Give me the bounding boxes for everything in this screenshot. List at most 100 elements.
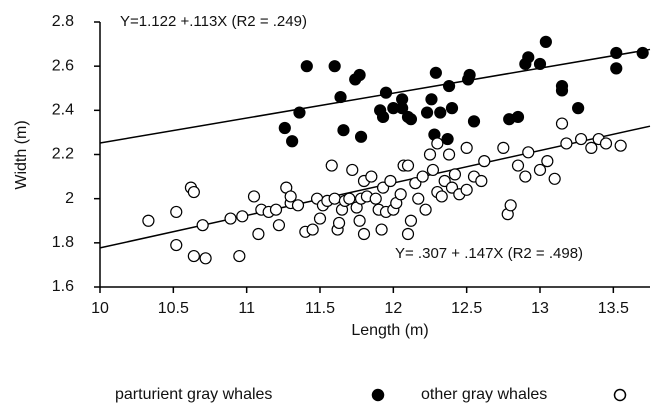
point bbox=[442, 79, 456, 93]
point bbox=[306, 223, 319, 236]
point bbox=[325, 159, 338, 172]
point bbox=[431, 137, 444, 150]
point bbox=[272, 219, 286, 232]
point bbox=[278, 121, 291, 135]
point bbox=[365, 170, 378, 183]
point bbox=[435, 190, 448, 203]
point bbox=[170, 205, 183, 219]
point bbox=[522, 51, 535, 64]
point bbox=[269, 203, 283, 216]
point bbox=[394, 188, 407, 201]
point bbox=[416, 170, 429, 183]
point bbox=[555, 84, 569, 97]
point bbox=[419, 203, 432, 216]
point bbox=[291, 199, 305, 212]
y-tick-label: 2.4 bbox=[52, 102, 74, 119]
point bbox=[401, 159, 415, 172]
point bbox=[142, 214, 155, 227]
point bbox=[610, 62, 623, 75]
point bbox=[379, 86, 393, 99]
point bbox=[236, 210, 249, 223]
point bbox=[425, 93, 438, 106]
point bbox=[442, 148, 456, 161]
point bbox=[199, 252, 212, 265]
point bbox=[426, 163, 440, 177]
point bbox=[636, 46, 649, 60]
x-tick-label: 12 bbox=[384, 300, 402, 317]
point bbox=[497, 141, 510, 154]
point bbox=[463, 68, 476, 82]
point bbox=[478, 155, 491, 168]
point bbox=[533, 163, 547, 177]
point bbox=[224, 212, 237, 225]
y-tick-label: 2.6 bbox=[52, 57, 74, 74]
point bbox=[375, 223, 388, 236]
point bbox=[187, 249, 200, 263]
point bbox=[353, 214, 366, 227]
point bbox=[548, 172, 561, 185]
x-axis-label: Length (m) bbox=[351, 322, 428, 339]
point bbox=[585, 141, 598, 154]
point bbox=[354, 130, 368, 143]
point bbox=[541, 155, 554, 168]
x-tick-label: 13 bbox=[531, 300, 549, 317]
point bbox=[560, 137, 573, 150]
point bbox=[614, 139, 627, 152]
fit-line bbox=[99, 125, 651, 249]
point bbox=[170, 238, 183, 252]
point bbox=[343, 192, 356, 205]
x-tick-label: 12.5 bbox=[451, 300, 482, 317]
x-tick-label: 13.5 bbox=[598, 300, 629, 317]
point bbox=[423, 148, 437, 161]
point bbox=[441, 132, 454, 146]
point bbox=[300, 60, 313, 73]
point bbox=[475, 174, 488, 188]
point bbox=[313, 212, 327, 225]
y-tick-label: 2 bbox=[65, 190, 74, 207]
x-tick-label: 10.5 bbox=[158, 300, 189, 317]
point bbox=[429, 66, 442, 79]
point bbox=[519, 170, 532, 183]
point bbox=[511, 110, 525, 124]
point bbox=[467, 115, 481, 128]
point bbox=[533, 57, 547, 71]
point bbox=[334, 90, 347, 104]
y-tick-label: 2.8 bbox=[52, 13, 74, 30]
point bbox=[404, 113, 418, 126]
point bbox=[412, 192, 425, 205]
point bbox=[337, 124, 350, 137]
point bbox=[286, 135, 299, 148]
point bbox=[572, 102, 585, 115]
point bbox=[448, 168, 462, 181]
point bbox=[396, 93, 409, 106]
point bbox=[574, 132, 588, 146]
point bbox=[610, 46, 623, 60]
fit-annotation: Y= .307 + .147X (R2 = .498) bbox=[395, 245, 583, 262]
point bbox=[384, 174, 397, 188]
y-axis-label: Width (m) bbox=[13, 120, 30, 189]
point bbox=[252, 227, 265, 241]
fit-annotation: Y=1.122 +.113X (R2 = .249) bbox=[120, 13, 307, 30]
point bbox=[460, 183, 473, 196]
point bbox=[369, 192, 382, 205]
point bbox=[420, 106, 434, 119]
point bbox=[401, 227, 415, 241]
x-tick-label: 11 bbox=[238, 300, 255, 317]
x-tick-label: 10 bbox=[91, 300, 109, 317]
point bbox=[196, 219, 209, 232]
point bbox=[293, 106, 306, 119]
y-tick-label: 2.2 bbox=[52, 146, 74, 163]
point bbox=[357, 227, 371, 241]
point bbox=[284, 190, 297, 203]
y-tick-label: 1.6 bbox=[52, 278, 74, 295]
point bbox=[522, 146, 535, 159]
fit-line bbox=[99, 48, 651, 144]
point bbox=[233, 249, 246, 263]
point bbox=[555, 117, 569, 130]
point bbox=[445, 102, 459, 115]
legend-label: parturient gray whales bbox=[115, 386, 272, 403]
point bbox=[187, 185, 200, 199]
point bbox=[328, 192, 341, 205]
point bbox=[247, 190, 261, 203]
